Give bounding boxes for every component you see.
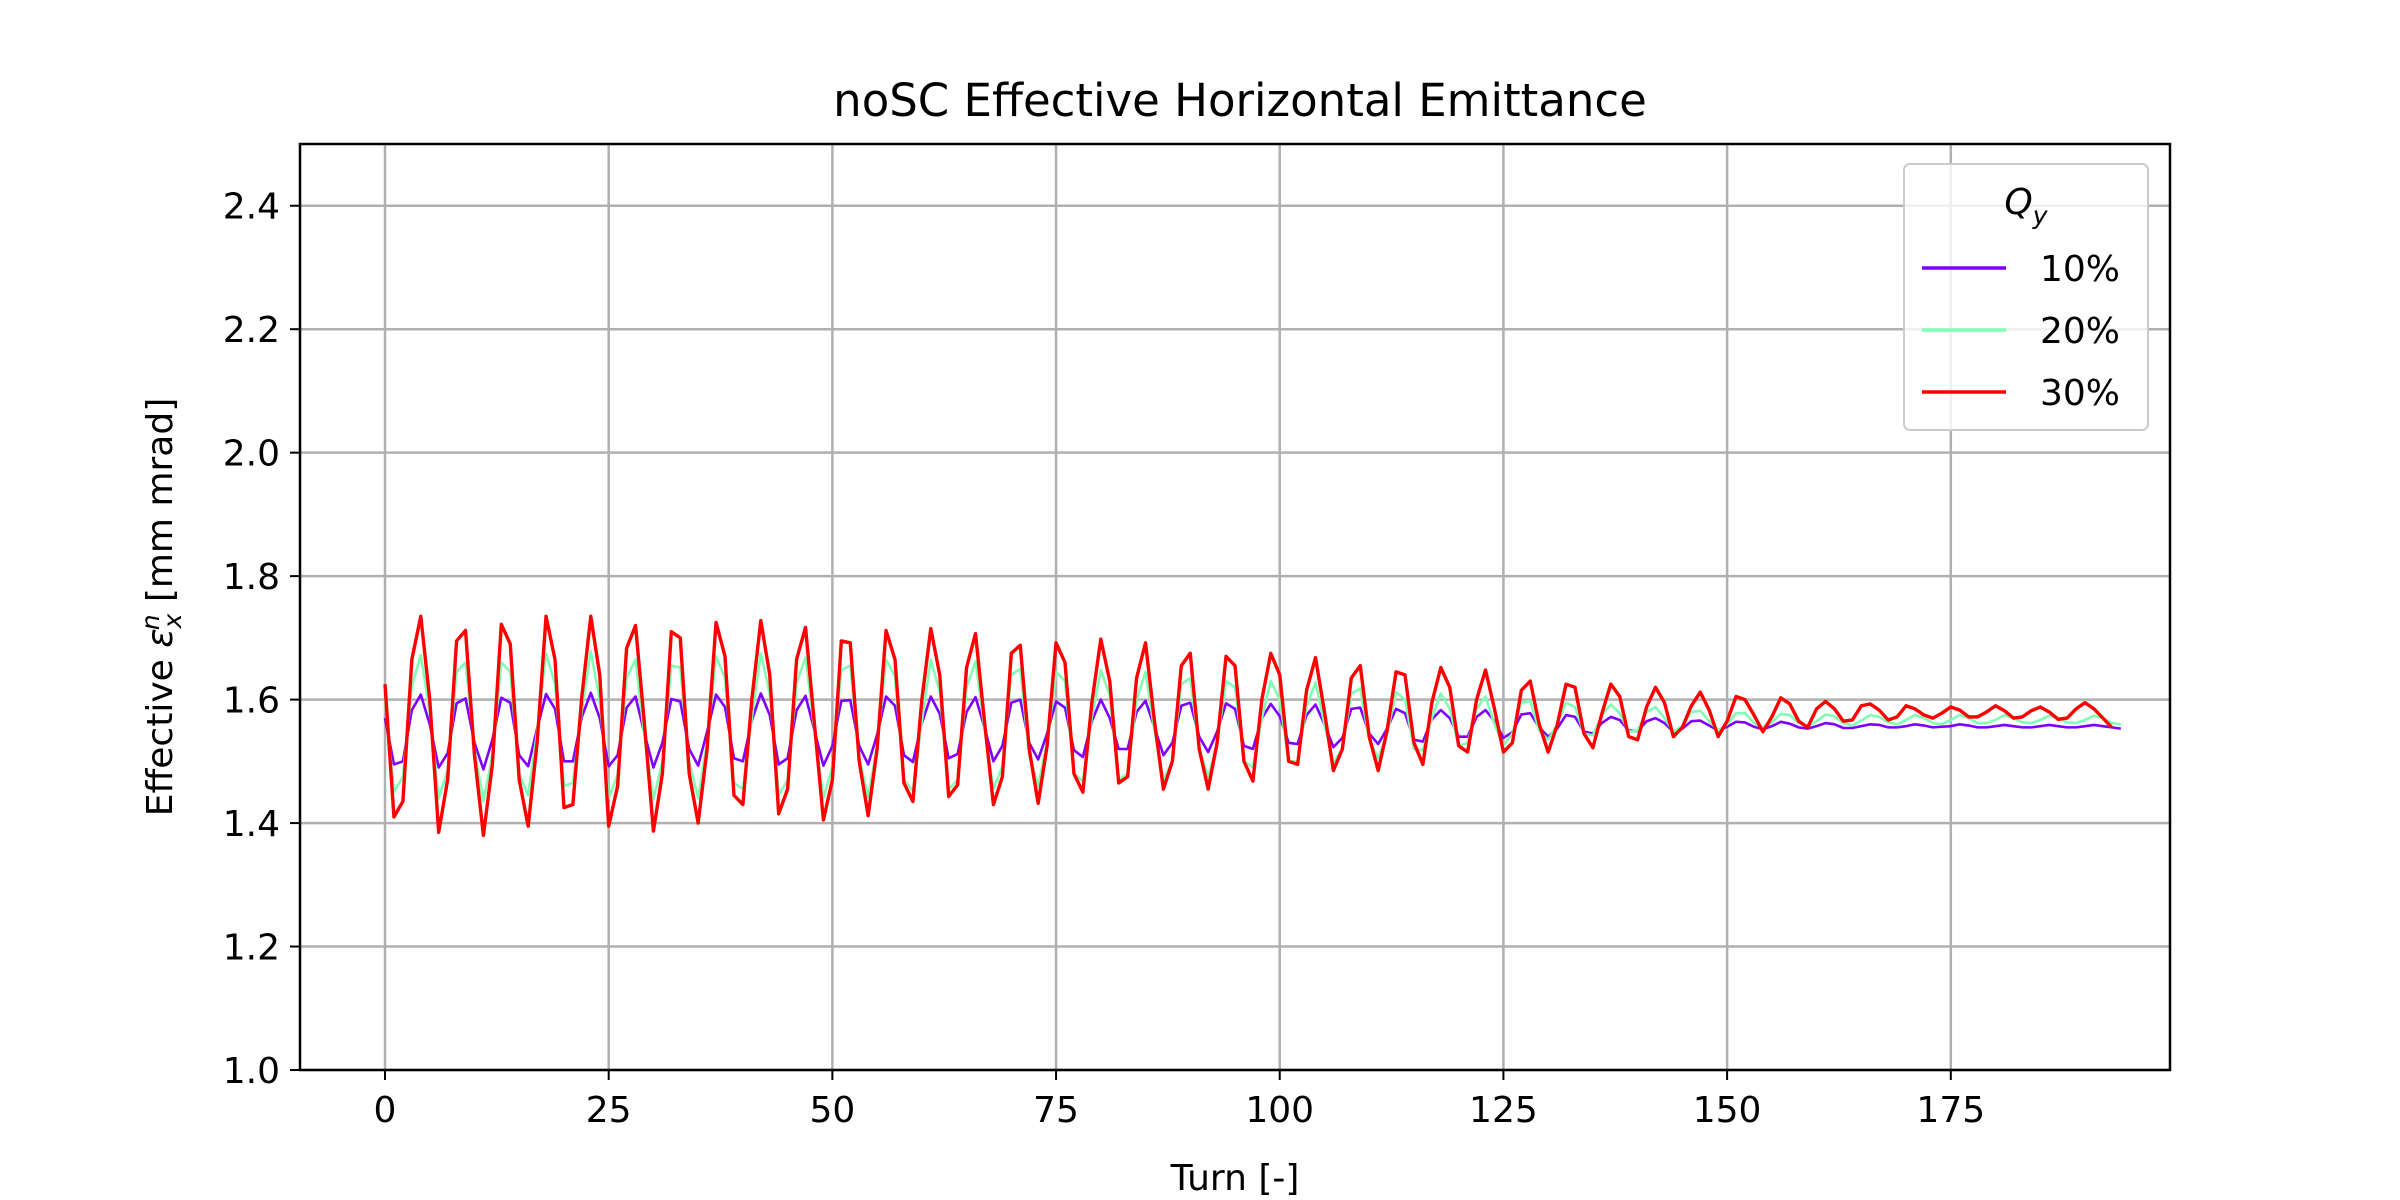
y-axis-label: Effective εnx [mm mrad]: [136, 398, 187, 817]
axis-ticks: 0 25 50 75 100 125 150 175 1.0 1.2 1.4 1.6 1.8 2.0 2.2…: [223, 187, 1985, 1131]
x-tick-label: 100: [1245, 1090, 1314, 1131]
x-tick-label: 125: [1469, 1090, 1538, 1131]
y-tick-label: 1.8: [223, 557, 280, 598]
legend-entry-label: 30%: [2040, 373, 2120, 414]
legend: Qy 10% 20% 30%: [1903, 163, 2149, 431]
y-tick-label: 1.2: [223, 928, 280, 969]
legend-entry-label: 10%: [2040, 249, 2120, 290]
series-line-30pct: [383, 614, 2114, 838]
x-tick-label: 0: [374, 1090, 397, 1131]
legend-entry-label: 20%: [2040, 311, 2120, 352]
legend-title-symbol: Q: [2004, 182, 2032, 223]
x-tick-label: 150: [1693, 1090, 1762, 1131]
y-tick-label: 1.4: [223, 804, 280, 845]
x-tick-label: 75: [1033, 1090, 1079, 1131]
legend-title-subscript: y: [2032, 201, 2049, 230]
x-tick-label: 175: [1916, 1090, 1985, 1131]
y-tick-label: 1.6: [223, 681, 280, 722]
x-tick-label: 25: [586, 1090, 632, 1131]
y-axis-label-subscript: x: [158, 613, 187, 629]
y-axis-label-symbol: ε: [140, 628, 181, 647]
series-lines: [383, 614, 2121, 838]
legend-title: Qy: [2004, 182, 2048, 230]
y-axis-label-prefix: Effective: [140, 648, 181, 817]
y-tick-label: 1.0: [223, 1051, 280, 1092]
x-tick-label: 50: [809, 1090, 855, 1131]
y-tick-label: 2.0: [223, 434, 280, 475]
chart-title: noSC Effective Horizontal Emittance: [833, 74, 1647, 127]
y-axis-label-suffix: [mm mrad]: [140, 398, 181, 614]
y-tick-label: 2.4: [223, 187, 280, 228]
legend-items: 10% 20% 30%: [1922, 249, 2120, 414]
y-tick-label: 2.2: [223, 310, 280, 351]
plot-frame: [298, 142, 2172, 1072]
legend-box: [1903, 163, 2149, 431]
x-axis-label: Turn [-]: [1170, 1158, 1300, 1199]
y-axis-label-superscript: n: [136, 614, 165, 630]
series-line-10pct: [383, 691, 2121, 771]
